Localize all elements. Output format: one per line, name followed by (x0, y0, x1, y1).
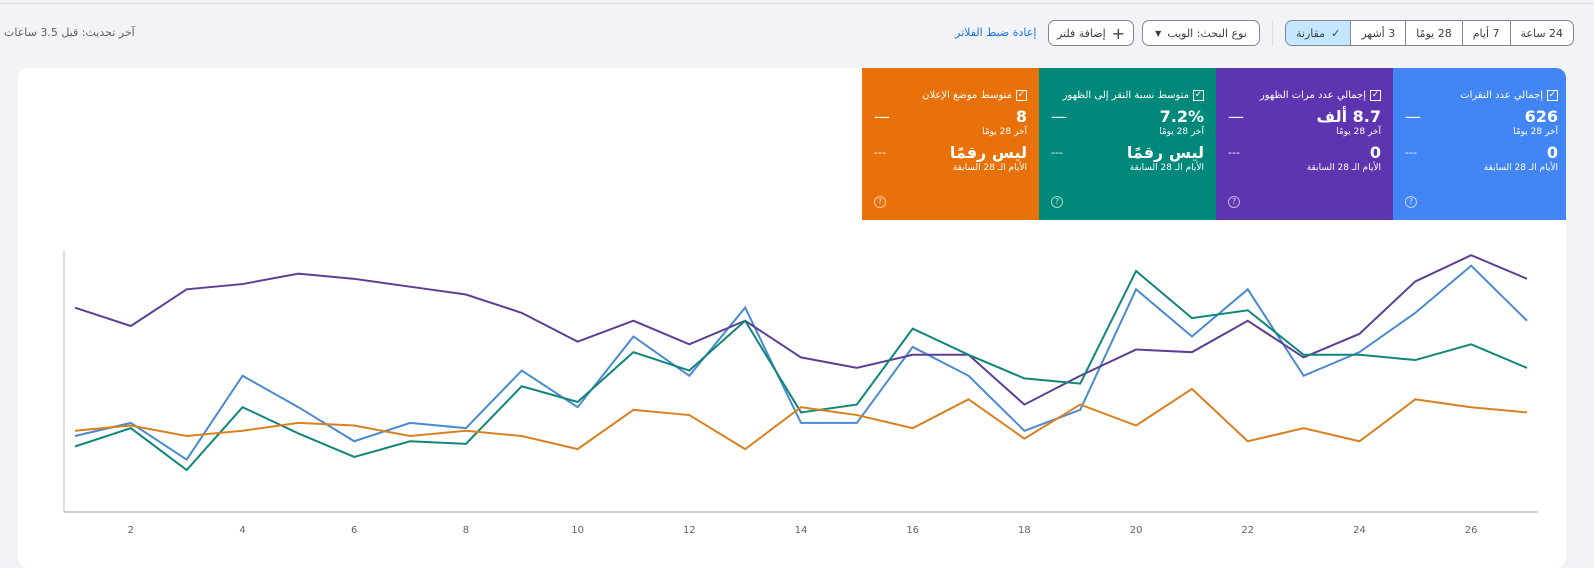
toolbar-divider (1272, 20, 1273, 46)
date-range-selector: 24 ساعة 7 أيام 28 يومًا 3 أشهر ✓مقارنة (1285, 20, 1574, 46)
range-28d[interactable]: 28 يومًا (1405, 21, 1461, 45)
x-tick-label: 10 (571, 525, 584, 536)
x-tick-label: 20 (1130, 525, 1143, 536)
range-24h[interactable]: 24 ساعة (1510, 21, 1574, 45)
search-type-dropdown[interactable]: نوع البحث: الويب▼ (1142, 20, 1260, 46)
performance-panel: ✓إجمالي عدد النقرات 626— آخر 28 يومًا 0-… (18, 68, 1566, 568)
series-line-1 (75, 255, 1527, 404)
x-tick-label: 24 (1353, 525, 1366, 536)
x-tick-label: 22 (1241, 525, 1254, 536)
x-tick-label: 12 (683, 525, 696, 536)
compare-button[interactable]: ✓مقارنة (1286, 21, 1350, 45)
x-tick-label: 16 (906, 525, 919, 536)
top-divider (0, 3, 1594, 4)
range-7d[interactable]: 7 أيام (1462, 21, 1510, 45)
plus-icon: + (1112, 24, 1125, 43)
x-tick-label: 4 (239, 525, 245, 536)
x-tick-label: 2 (128, 525, 134, 536)
check-icon: ✓ (1331, 27, 1340, 40)
x-tick-label: 14 (795, 525, 808, 536)
reset-filters-link[interactable]: إعادة ضبط الفلاتر (955, 26, 1036, 39)
x-tick-label: 8 (463, 525, 469, 536)
series-line-3 (75, 389, 1527, 449)
x-tick-label: 26 (1465, 525, 1478, 536)
range-3m[interactable]: 3 أشهر (1350, 21, 1405, 45)
series-line-2 (75, 271, 1527, 470)
dropdown-arrow-icon: ▼ (1155, 29, 1161, 38)
last-updated: آخر تحديث: قبل 3.5 ساعات (4, 26, 135, 39)
x-tick-label: 6 (351, 525, 357, 536)
x-tick-label: 18 (1018, 525, 1031, 536)
add-filter-button[interactable]: +إضافة فلتر (1048, 20, 1134, 46)
